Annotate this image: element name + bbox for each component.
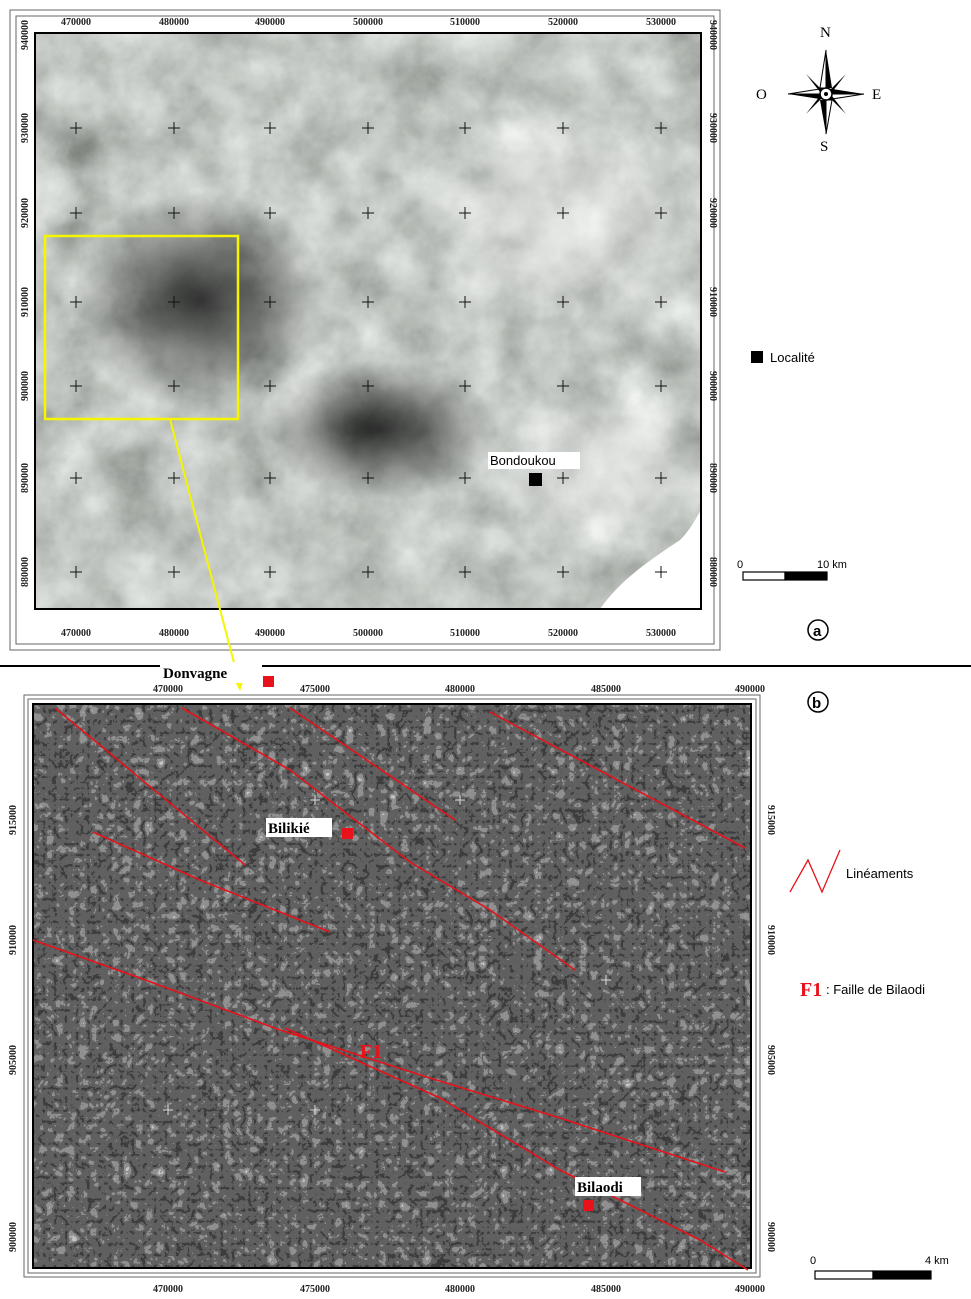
x-tick-label-bottom: 480000 [445, 1284, 475, 1295]
x-tick-label-bottom: 490000 [255, 628, 285, 639]
compass-east-label: E [872, 87, 881, 103]
lineament-3 [289, 707, 456, 821]
locality-legend-icon [751, 351, 763, 363]
panel-b-label-circle [807, 691, 829, 713]
compass-rose: N S E O [756, 25, 881, 155]
y-tick-label-right: 905000 [765, 1045, 776, 1075]
bilikie-label: Bilikié [268, 821, 310, 837]
x-tick-label-top: 485000 [591, 684, 621, 695]
panel-a-inner-frame [15, 15, 715, 645]
panel-b-map-border [32, 703, 752, 1269]
compass-west-label: O [756, 87, 767, 103]
y-tick-label-right: 900000 [707, 371, 718, 401]
scale-a-end: 10 km [817, 559, 847, 571]
x-tick-label-bottom: 470000 [61, 628, 91, 639]
y-tick-label-left: 910000 [8, 925, 19, 955]
y-tick-label-left: 905000 [8, 1045, 19, 1075]
y-tick-label-right: 915000 [765, 805, 776, 835]
bilaodi-marker [583, 1200, 594, 1211]
panel-a-map-border [34, 32, 702, 610]
shaded-relief-image [33, 704, 751, 1268]
y-tick-label-right: 930000 [707, 113, 718, 143]
x-tick-label-bottom: 485000 [591, 1284, 621, 1295]
lineament-7 [284, 1027, 749, 1271]
fault-legend-code: F1 [800, 979, 822, 1001]
y-tick-label-left: 880000 [20, 557, 31, 587]
donvagne-label: Donvagne [163, 666, 228, 682]
lineament-2 [181, 707, 576, 971]
scale-b-start: 0 [810, 1255, 816, 1267]
donvagne-marker [263, 676, 274, 687]
scale-b-end: 4 km [925, 1255, 949, 1267]
bilaodi-label: Bilaodi [577, 1180, 623, 1196]
bilikie-marker [342, 828, 353, 839]
bondoukou-label: Bondoukou [490, 453, 556, 468]
compass-south-label: S [820, 139, 828, 155]
y-tick-label-left: 920000 [20, 198, 31, 228]
fault-legend-label: : Faille de Bilaodi [826, 982, 925, 997]
y-tick-label-right: 910000 [765, 925, 776, 955]
satellite-image [35, 33, 701, 609]
bondoukou-marker [529, 473, 542, 486]
y-tick-label-left: 900000 [8, 1222, 19, 1252]
lineament-1 [54, 707, 246, 866]
panel-b-inner-frame [27, 698, 757, 1274]
x-tick-label-bottom: 490000 [735, 1284, 765, 1295]
x-tick-label-top: 470000 [153, 684, 183, 695]
lineaments [32, 707, 749, 1271]
x-tick-label-bottom: 470000 [153, 1284, 183, 1295]
x-tick-label-bottom: 480000 [159, 628, 189, 639]
panel-b: 470000 470000 475000 475000 480000 480000 4850… [8, 662, 949, 1295]
y-tick-label-left: 915000 [8, 805, 19, 835]
x-tick-label-top: 480000 [159, 17, 189, 28]
x-tick-label-top: 480000 [445, 684, 475, 695]
x-tick-label-top: 490000 [255, 17, 285, 28]
y-tick-label-right: 880000 [707, 557, 718, 587]
y-tick-label-left: 900000 [20, 371, 31, 401]
panel-a-tick-labels: 470000 470000 480000 480000 490000 490000 5000… [20, 17, 718, 639]
x-tick-label-top: 530000 [646, 17, 676, 28]
lineament-legend-icon [789, 849, 841, 894]
x-tick-label-top: 520000 [548, 17, 578, 28]
y-tick-label-right: 920000 [707, 198, 718, 228]
lineament-6 [32, 939, 726, 1173]
panel-a-label: a [813, 623, 822, 640]
y-tick-label-right: 890000 [707, 463, 718, 493]
y-tick-label-left: 890000 [20, 463, 31, 493]
y-tick-label-left: 910000 [20, 287, 31, 317]
callout-arrow-line [169, 418, 239, 679]
panel-a: 470000 470000 480000 480000 490000 490000 5000… [9, 9, 881, 651]
x-tick-label-top: 510000 [450, 17, 480, 28]
panel-b-tick-labels: 470000 470000 475000 475000 480000 480000 4850… [8, 684, 776, 1295]
x-tick-label-top: 490000 [735, 684, 765, 695]
x-tick-label-bottom: 510000 [450, 628, 480, 639]
x-tick-label-top: 500000 [353, 17, 383, 28]
x-tick-label-bottom: 530000 [646, 628, 676, 639]
lineament-legend-label: Linéaments [846, 866, 914, 881]
x-tick-label-bottom: 520000 [548, 628, 578, 639]
x-tick-label-top: 475000 [300, 684, 330, 695]
y-tick-label-left: 930000 [20, 113, 31, 143]
locality-legend-label: Localité [770, 350, 815, 365]
y-tick-label-right: 940000 [707, 20, 718, 50]
compass-north-label: N [820, 25, 831, 41]
panel-b-label: b [812, 695, 821, 712]
fault-f1-label: F1 [360, 1041, 382, 1063]
panel-a-scale-bar: 0 10 km [737, 559, 847, 581]
panel-a-grid [70, 122, 667, 578]
lineament-5 [92, 831, 331, 933]
panel-b-scale-bar: 0 4 km [810, 1255, 949, 1280]
scale-a-start: 0 [737, 559, 743, 571]
panel-a-label-circle [807, 619, 829, 641]
x-tick-label-top: 470000 [61, 17, 91, 28]
y-tick-label-right: 910000 [707, 287, 718, 317]
y-tick-label-left: 940000 [20, 20, 31, 50]
x-tick-label-bottom: 500000 [353, 628, 383, 639]
lineament-4 [489, 711, 746, 849]
study-area-highlight [43, 234, 240, 421]
panel-b-grid [163, 795, 611, 1115]
y-tick-label-right: 900000 [765, 1222, 776, 1252]
x-tick-label-bottom: 475000 [300, 1284, 330, 1295]
